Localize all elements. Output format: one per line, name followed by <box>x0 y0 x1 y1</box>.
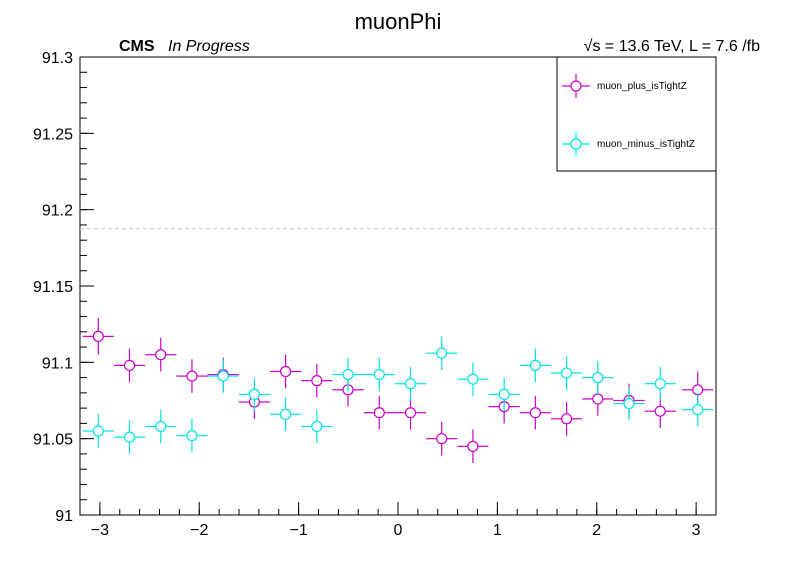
cms-label: CMS <box>119 38 155 55</box>
data-point-marker <box>186 430 198 442</box>
data-point-marker <box>373 407 385 419</box>
data-point-marker <box>436 347 448 359</box>
data-point-marker <box>654 378 666 390</box>
data-point-marker <box>560 413 573 425</box>
data-point-marker <box>467 440 479 452</box>
data-point-marker <box>404 407 417 419</box>
legend-marker-circle <box>570 80 582 92</box>
data-point-marker <box>311 420 323 433</box>
y-tick-label: 91.05 <box>33 432 73 449</box>
y-tick-label: 91 <box>55 508 73 525</box>
legend-box <box>556 56 717 172</box>
y-tick-label: 91.25 <box>33 126 73 143</box>
data-point-marker <box>123 431 136 443</box>
data-point-marker <box>280 408 292 420</box>
x-axis: −3 −2 −1 0 1 2 3 <box>79 502 717 539</box>
legend-label-muon-minus: muon_minus_isTightZ <box>597 139 695 150</box>
x-tick-label: 2 <box>592 522 601 539</box>
data-point-marker <box>373 368 385 381</box>
data-point-marker <box>123 359 136 371</box>
energy-lumi-label: √s = 13.6 TeV, L = 7.6 /fb <box>584 38 760 55</box>
series-layer <box>82 318 714 464</box>
x-tick-label: 1 <box>493 522 502 539</box>
series-muon-minus <box>82 336 714 454</box>
x-tick-label: −2 <box>190 522 208 539</box>
legend-entry-muon-plus: muon_plus_isTightZ <box>562 74 687 98</box>
data-point-marker <box>186 370 198 382</box>
data-point-marker <box>280 365 292 378</box>
data-point-marker <box>529 407 541 419</box>
data-point-marker <box>692 404 704 416</box>
data-point-marker <box>311 375 323 387</box>
legend-label-muon-plus: muon_plus_isTightZ <box>597 81 687 92</box>
x-tick-label: −1 <box>290 522 308 539</box>
data-point-marker <box>248 388 260 400</box>
data-point-marker <box>92 330 104 342</box>
data-point-marker <box>592 372 604 384</box>
data-point-marker <box>92 425 104 437</box>
legend-entry-muon-minus: muon_minus_isTightZ <box>562 132 695 156</box>
data-point-marker <box>623 397 635 410</box>
data-point-marker <box>592 393 604 405</box>
y-tick-label: 91.3 <box>42 50 73 67</box>
x-tick-label: 3 <box>692 522 701 539</box>
data-point-marker <box>155 420 167 433</box>
x-tick-label: 0 <box>394 522 403 539</box>
y-tick-label: 91.2 <box>42 203 73 220</box>
data-point-marker <box>529 359 541 371</box>
data-point-marker <box>342 368 354 381</box>
data-point-marker <box>654 405 666 417</box>
y-tick-label: 91.15 <box>33 279 73 296</box>
data-point-marker <box>155 349 167 361</box>
data-point-marker <box>217 370 229 382</box>
data-point-marker <box>498 388 510 400</box>
status-label: In Progress <box>168 38 250 55</box>
data-point-marker <box>404 378 417 390</box>
legend: muon_plus_isTightZ muon_minus_isTightZ <box>556 56 717 172</box>
x-tick-label: −3 <box>91 522 109 539</box>
series-muon-plus <box>82 318 714 464</box>
legend-marker-circle <box>570 138 582 150</box>
y-axis: 91 91.05 91.1 91.15 91.2 91.25 91.3 <box>33 50 94 525</box>
data-point-marker <box>467 373 479 385</box>
y-tick-label: 91.1 <box>42 355 73 372</box>
chart-title: muonPhi <box>355 9 442 34</box>
data-point-marker <box>436 433 448 445</box>
data-point-marker <box>560 367 573 379</box>
